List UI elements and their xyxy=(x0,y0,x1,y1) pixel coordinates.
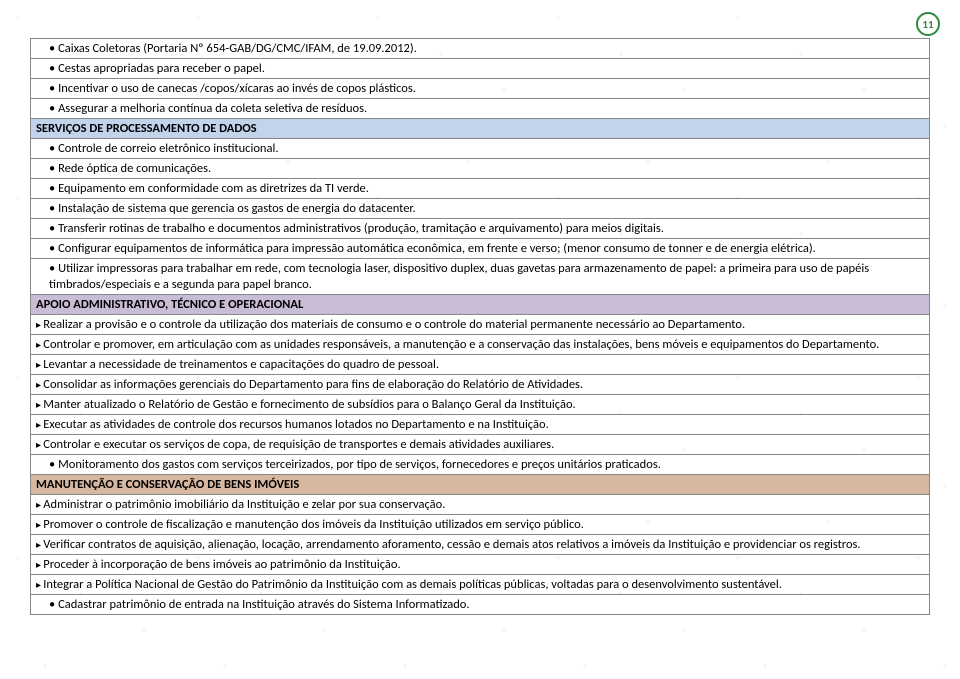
table-body: Caixas Coletoras (Portaria Nº 654-GAB/DG… xyxy=(31,39,930,615)
table-row: Controle de correio eletrônico instituci… xyxy=(31,139,930,159)
bullet-text: Incentivar o uso de canecas /copos/xícar… xyxy=(49,81,416,96)
bullet-text: Assegurar a melhoria contínua da coleta … xyxy=(49,101,367,116)
table-row: Configurar equipamentos de informática p… xyxy=(31,239,930,259)
table-row: SERVIÇOS DE PROCESSAMENTO DE DADOS xyxy=(31,119,930,139)
page-number-badge: 11 xyxy=(916,12,940,36)
table-row: Administrar o patrimônio imobiliário da … xyxy=(31,495,930,515)
table-cell: Integrar a Política Nacional de Gestão d… xyxy=(31,575,930,595)
table-row: Consolidar as informações gerenciais do … xyxy=(31,375,930,395)
table-row: Verificar contratos de aquisição, aliena… xyxy=(31,535,930,555)
table-row: Manter atualizado o Relatório de Gestão … xyxy=(31,395,930,415)
arrow-text: Controlar e promover, em articulação com… xyxy=(36,337,879,352)
table-row: Controlar e executar os serviços de copa… xyxy=(31,435,930,455)
arrow-text: Manter atualizado o Relatório de Gestão … xyxy=(36,397,576,412)
table-cell: Controlar e executar os serviços de copa… xyxy=(31,435,930,455)
table-row: Levantar a necessidade de treinamentos e… xyxy=(31,355,930,375)
table-row: Cestas apropriadas para receber o papel. xyxy=(31,59,930,79)
arrow-text: Consolidar as informações gerenciais do … xyxy=(36,377,583,392)
table-cell: Transferir rotinas de trabalho e documen… xyxy=(31,219,930,239)
table-row: Proceder à incorporação de bens imóveis … xyxy=(31,555,930,575)
table-cell: Realizar a provisão e o controle da util… xyxy=(31,315,930,335)
bullet-text: Monitoramento dos gastos com serviços te… xyxy=(49,457,661,472)
table-cell: Rede óptica de comunicações. xyxy=(31,159,930,179)
table-row: Cadastrar patrimônio de entrada na Insti… xyxy=(31,595,930,615)
table-row: MANUTENÇÃO E CONSERVAÇÃO DE BENS IMÓVEIS xyxy=(31,475,930,495)
arrow-text: Promover o controle de fiscalização e ma… xyxy=(36,517,584,532)
arrow-text: Realizar a provisão e o controle da util… xyxy=(36,317,745,332)
table-row: Assegurar a melhoria contínua da coleta … xyxy=(31,99,930,119)
bullet-text: Equipamento em conformidade com as diret… xyxy=(49,181,369,196)
bullet-text: Utilizar impressoras para trabalhar em r… xyxy=(49,261,869,292)
table-row: Utilizar impressoras para trabalhar em r… xyxy=(31,259,930,295)
bullet-text: Configurar equipamentos de informática p… xyxy=(49,241,816,256)
table-row: Caixas Coletoras (Portaria Nº 654-GAB/DG… xyxy=(31,39,930,59)
arrow-text: Executar as atividades de controle dos r… xyxy=(36,417,549,432)
table-cell: Controlar e promover, em articulação com… xyxy=(31,335,930,355)
bullet-text: Cestas apropriadas para receber o papel. xyxy=(49,61,265,76)
table-cell: Controle de correio eletrônico instituci… xyxy=(31,139,930,159)
table-row: Realizar a provisão e o controle da util… xyxy=(31,315,930,335)
table-cell: Instalação de sistema que gerencia os ga… xyxy=(31,199,930,219)
table-cell: MANUTENÇÃO E CONSERVAÇÃO DE BENS IMÓVEIS xyxy=(31,475,930,495)
bullet-text: Transferir rotinas de trabalho e documen… xyxy=(49,221,664,236)
table-cell: Equipamento em conformidade com as diret… xyxy=(31,179,930,199)
document-table: Caixas Coletoras (Portaria Nº 654-GAB/DG… xyxy=(30,38,930,615)
table-row: Instalação de sistema que gerencia os ga… xyxy=(31,199,930,219)
table-row: APOIO ADMINISTRATIVO, TÉCNICO E OPERACIO… xyxy=(31,295,930,315)
table-cell: Executar as atividades de controle dos r… xyxy=(31,415,930,435)
table-cell: Verificar contratos de aquisição, aliena… xyxy=(31,535,930,555)
bullet-text: Rede óptica de comunicações. xyxy=(49,161,211,176)
table-cell: SERVIÇOS DE PROCESSAMENTO DE DADOS xyxy=(31,119,930,139)
bullet-text: Caixas Coletoras (Portaria Nº 654-GAB/DG… xyxy=(49,41,417,56)
arrow-text: Administrar o patrimônio imobiliário da … xyxy=(36,497,445,512)
bullet-text: Cadastrar patrimônio de entrada na Insti… xyxy=(49,597,470,612)
arrow-text: Verificar contratos de aquisição, aliena… xyxy=(36,537,861,552)
table-row: Controlar e promover, em articulação com… xyxy=(31,335,930,355)
document-content: Caixas Coletoras (Portaria Nº 654-GAB/DG… xyxy=(30,38,930,615)
table-cell: Monitoramento dos gastos com serviços te… xyxy=(31,455,930,475)
table-cell: Configurar equipamentos de informática p… xyxy=(31,239,930,259)
table-cell: Utilizar impressoras para trabalhar em r… xyxy=(31,259,930,295)
table-row: Executar as atividades de controle dos r… xyxy=(31,415,930,435)
table-cell: Promover o controle de fiscalização e ma… xyxy=(31,515,930,535)
table-cell: Assegurar a melhoria contínua da coleta … xyxy=(31,99,930,119)
table-row: Transferir rotinas de trabalho e documen… xyxy=(31,219,930,239)
table-cell: Proceder à incorporação de bens imóveis … xyxy=(31,555,930,575)
table-row: Integrar a Política Nacional de Gestão d… xyxy=(31,575,930,595)
table-cell: Caixas Coletoras (Portaria Nº 654-GAB/DG… xyxy=(31,39,930,59)
table-row: Monitoramento dos gastos com serviços te… xyxy=(31,455,930,475)
table-cell: Consolidar as informações gerenciais do … xyxy=(31,375,930,395)
table-cell: Levantar a necessidade de treinamentos e… xyxy=(31,355,930,375)
table-cell: APOIO ADMINISTRATIVO, TÉCNICO E OPERACIO… xyxy=(31,295,930,315)
table-cell: Cadastrar patrimônio de entrada na Insti… xyxy=(31,595,930,615)
arrow-text: Levantar a necessidade de treinamentos e… xyxy=(36,357,439,372)
arrow-text: Proceder à incorporação de bens imóveis … xyxy=(36,557,401,572)
table-cell: Manter atualizado o Relatório de Gestão … xyxy=(31,395,930,415)
table-row: Incentivar o uso de canecas /copos/xícar… xyxy=(31,79,930,99)
arrow-text: Integrar a Política Nacional de Gestão d… xyxy=(36,577,782,592)
table-row: Promover o controle de fiscalização e ma… xyxy=(31,515,930,535)
table-cell: Incentivar o uso de canecas /copos/xícar… xyxy=(31,79,930,99)
table-row: Rede óptica de comunicações. xyxy=(31,159,930,179)
table-row: Equipamento em conformidade com as diret… xyxy=(31,179,930,199)
table-cell: Cestas apropriadas para receber o papel. xyxy=(31,59,930,79)
table-cell: Administrar o patrimônio imobiliário da … xyxy=(31,495,930,515)
arrow-text: Controlar e executar os serviços de copa… xyxy=(36,437,554,452)
bullet-text: Controle de correio eletrônico instituci… xyxy=(49,141,279,156)
bullet-text: Instalação de sistema que gerencia os ga… xyxy=(49,201,416,216)
page-number-text: 11 xyxy=(922,18,933,31)
